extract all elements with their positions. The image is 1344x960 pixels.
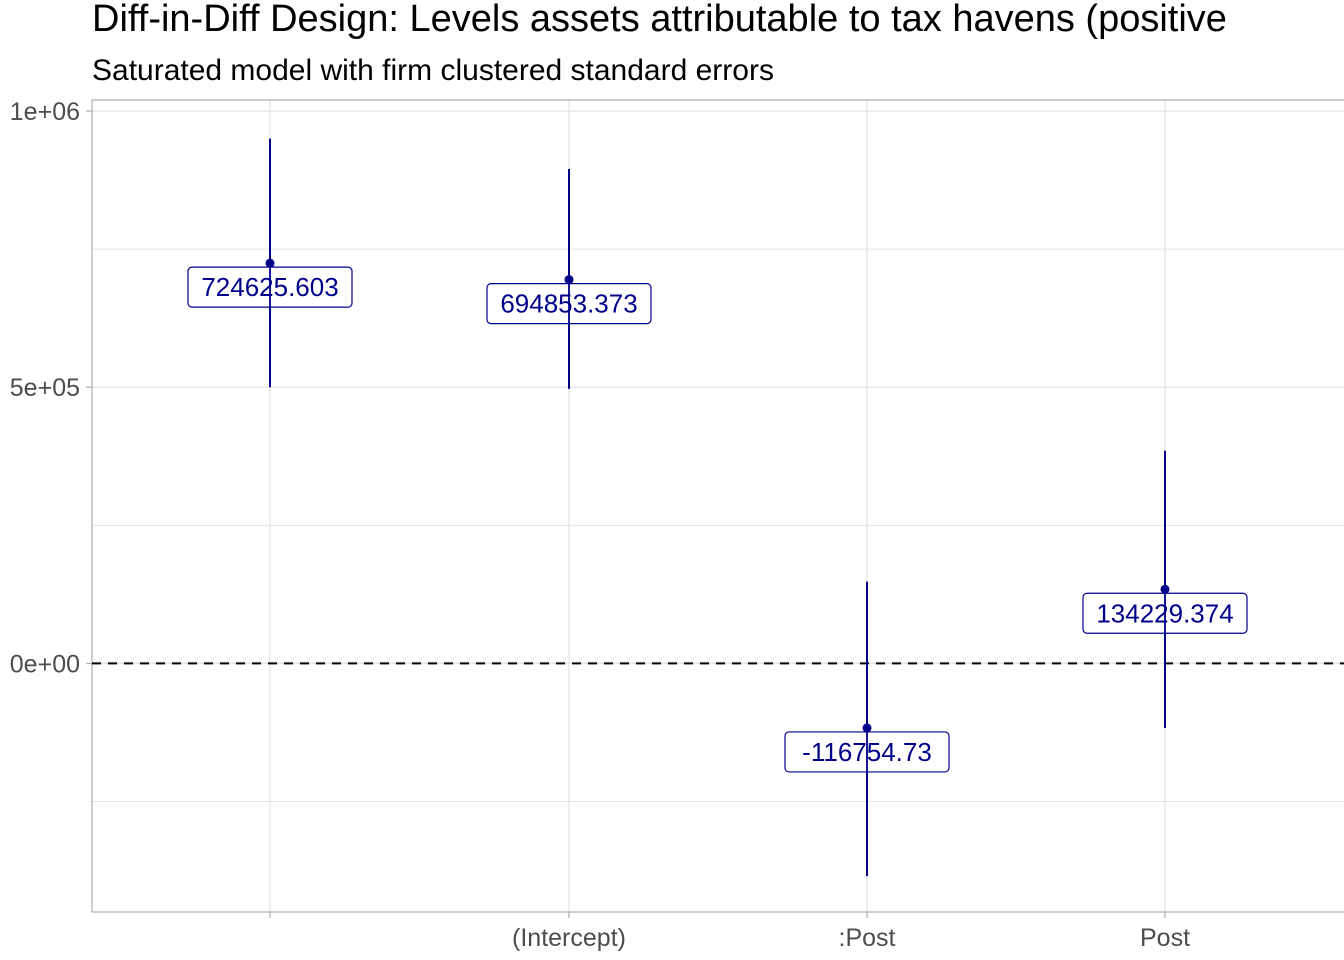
data-labels-layer: 724625.603 694853.373 -116754.73 134229.374 xyxy=(187,266,1248,773)
x-tick-label: :Post xyxy=(839,924,896,952)
point-estimate xyxy=(564,275,574,285)
y-tick-label: 0e+00 xyxy=(10,650,80,678)
point-estimate xyxy=(1160,584,1170,594)
point-estimate xyxy=(862,723,872,733)
y-tick-label: 1e+06 xyxy=(10,98,80,126)
axis-layer: 0e+00 5e+05 1e+06 (Intercept) :Post Post xyxy=(10,98,1344,952)
data-label: 724625.603 xyxy=(187,266,353,308)
panel-border xyxy=(91,99,1344,913)
point-estimate xyxy=(265,258,275,268)
marks-layer xyxy=(265,138,1170,877)
y-tick-label: 5e+05 xyxy=(10,374,80,402)
chart-title: Diff-in-Diff Design: Levels assets attri… xyxy=(92,0,1227,40)
data-label: -116754.73 xyxy=(784,731,950,773)
grid-layer xyxy=(92,100,1344,912)
data-label: 134229.374 xyxy=(1082,592,1248,634)
x-tick-label: (Intercept) xyxy=(512,924,626,952)
x-tick-label: Post xyxy=(1140,924,1190,952)
chart-subtitle: Saturated model with firm clustered stan… xyxy=(92,54,774,87)
data-label: 694853.373 xyxy=(486,283,652,325)
